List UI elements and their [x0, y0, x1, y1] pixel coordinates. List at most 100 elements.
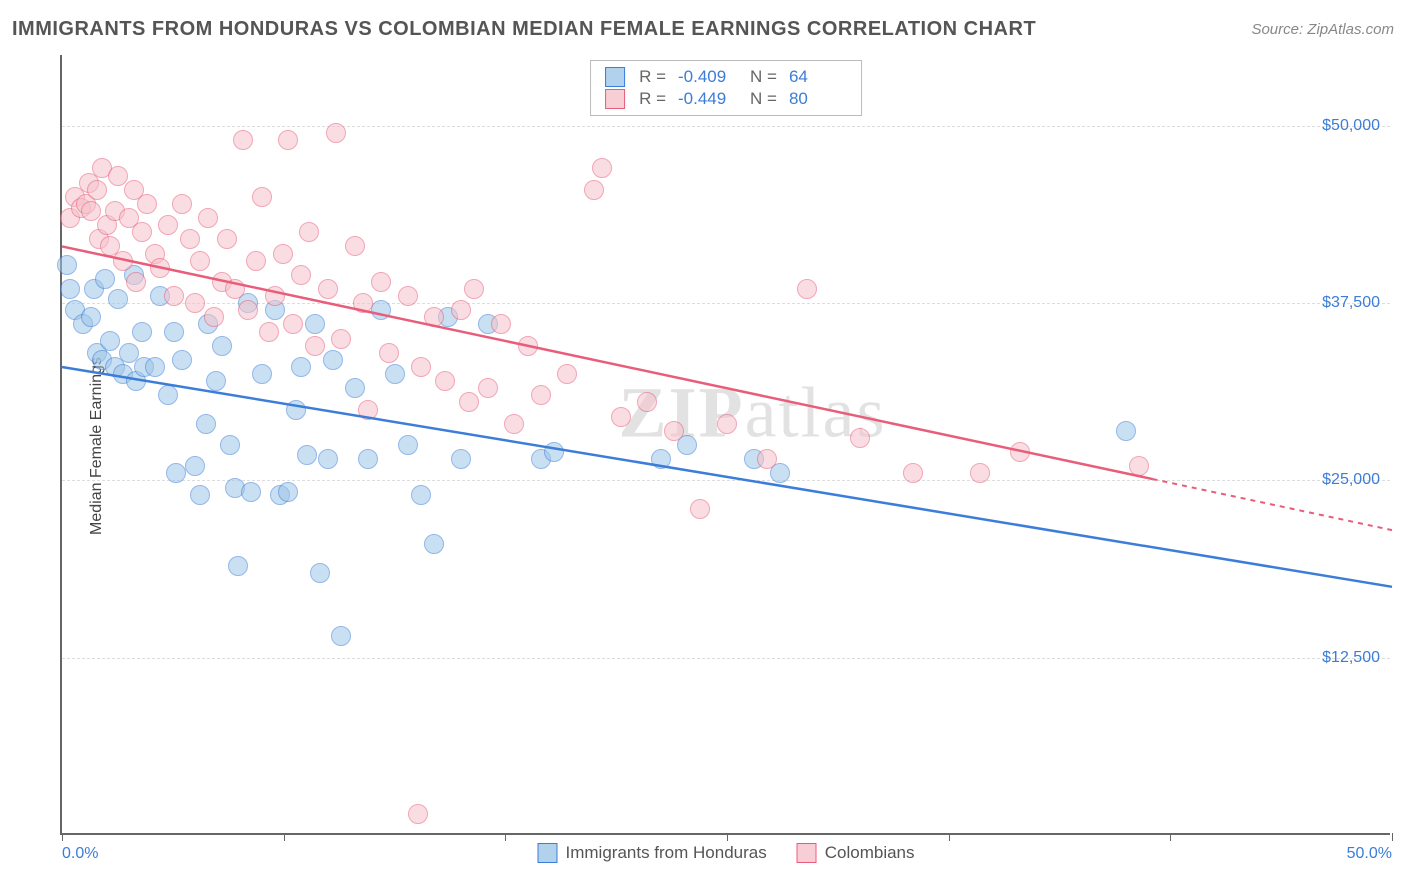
data-point	[611, 407, 631, 427]
data-point	[291, 265, 311, 285]
plot-area: ZIPatlas R = -0.409 N = 64 R = -0.449 N …	[60, 55, 1390, 835]
data-point	[225, 279, 245, 299]
data-point	[100, 331, 120, 351]
data-point	[252, 364, 272, 384]
gridline	[62, 658, 1390, 659]
legend-n-key: N =	[750, 89, 777, 109]
data-point	[137, 194, 157, 214]
x-tick	[62, 833, 63, 841]
data-point	[180, 229, 200, 249]
data-point	[345, 378, 365, 398]
data-point	[217, 229, 237, 249]
correlation-legend: R = -0.409 N = 64 R = -0.449 N = 80	[590, 60, 862, 116]
legend-n-value: 64	[789, 67, 847, 87]
data-point	[451, 300, 471, 320]
data-point	[190, 485, 210, 505]
data-point	[491, 314, 511, 334]
data-point	[398, 435, 418, 455]
data-point	[233, 130, 253, 150]
gridline	[62, 303, 1390, 304]
data-point	[108, 166, 128, 186]
data-point	[238, 300, 258, 320]
data-point	[757, 449, 777, 469]
data-point	[464, 279, 484, 299]
data-point	[150, 258, 170, 278]
data-point	[478, 378, 498, 398]
legend-r-value: -0.449	[678, 89, 736, 109]
swatch-pink-icon	[797, 843, 817, 863]
data-point	[291, 357, 311, 377]
data-point	[119, 343, 139, 363]
x-tick	[727, 833, 728, 841]
data-point	[283, 314, 303, 334]
data-point	[204, 307, 224, 327]
data-point	[172, 194, 192, 214]
legend-label: Immigrants from Honduras	[566, 843, 767, 863]
data-point	[408, 804, 428, 824]
data-point	[297, 445, 317, 465]
data-point	[212, 336, 232, 356]
legend-n-key: N =	[750, 67, 777, 87]
y-tick-label: $50,000	[1322, 117, 1380, 135]
chart-title: IMMIGRANTS FROM HONDURAS VS COLOMBIAN ME…	[12, 18, 1036, 41]
data-point	[60, 279, 80, 299]
watermark: ZIPatlas	[619, 371, 887, 454]
gridline	[62, 126, 1390, 127]
data-point	[557, 364, 577, 384]
data-point	[504, 414, 524, 434]
data-point	[1116, 421, 1136, 441]
data-point	[166, 463, 186, 483]
data-point	[531, 385, 551, 405]
data-point	[459, 392, 479, 412]
swatch-blue-icon	[538, 843, 558, 863]
data-point	[305, 314, 325, 334]
data-point	[717, 414, 737, 434]
x-tick-label-max: 50.0%	[1347, 845, 1392, 863]
source-attribution: Source: ZipAtlas.com	[1251, 21, 1394, 38]
legend-row-honduras: R = -0.409 N = 64	[605, 67, 847, 87]
x-tick	[505, 833, 506, 841]
data-point	[651, 449, 671, 469]
data-point	[158, 385, 178, 405]
data-point	[310, 563, 330, 583]
data-point	[326, 123, 346, 143]
swatch-pink-icon	[605, 89, 625, 109]
data-point	[353, 293, 373, 313]
data-point	[411, 485, 431, 505]
legend-r-key: R =	[639, 67, 666, 87]
x-tick	[1170, 833, 1171, 841]
trend-lines	[62, 55, 1392, 835]
data-point	[241, 482, 261, 502]
x-tick	[1392, 833, 1393, 841]
data-point	[385, 364, 405, 384]
data-point	[371, 300, 391, 320]
data-point	[1129, 456, 1149, 476]
data-point	[850, 428, 870, 448]
data-point	[1010, 442, 1030, 462]
data-point	[299, 222, 319, 242]
data-point	[252, 187, 272, 207]
data-point	[196, 414, 216, 434]
data-point	[411, 357, 431, 377]
data-point	[398, 286, 418, 306]
data-point	[273, 244, 293, 264]
data-point	[518, 336, 538, 356]
legend-r-value: -0.409	[678, 67, 736, 87]
series-legend: Immigrants from Honduras Colombians	[538, 843, 915, 863]
data-point	[246, 251, 266, 271]
gridline	[62, 480, 1390, 481]
data-point	[358, 400, 378, 420]
data-point	[318, 279, 338, 299]
data-point	[379, 343, 399, 363]
legend-item-honduras: Immigrants from Honduras	[538, 843, 767, 863]
data-point	[206, 371, 226, 391]
data-point	[278, 482, 298, 502]
data-point	[158, 215, 178, 235]
data-point	[113, 251, 133, 271]
data-point	[371, 272, 391, 292]
data-point	[331, 626, 351, 646]
data-point	[190, 251, 210, 271]
data-point	[81, 201, 101, 221]
data-point	[903, 463, 923, 483]
data-point	[278, 130, 298, 150]
